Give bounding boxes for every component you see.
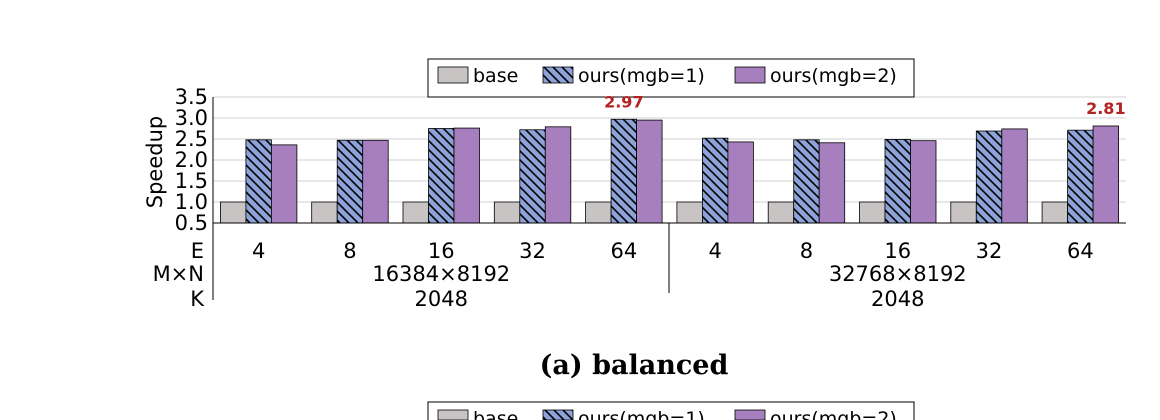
group-label-mn: 16384×8192 [372,262,510,286]
bar [793,139,820,224]
axes: Speedup [143,97,1126,300]
legend-swatch [437,409,469,420]
legend-box [427,58,915,98]
y-tick-labels: 0.51.01.52.02.53.03.5 [175,85,208,235]
bar [950,201,977,224]
bar [1041,201,1068,224]
legend-label: base [473,65,518,87]
x-tick-label: 4 [708,239,721,263]
x-tick-label: 64 [1067,239,1094,263]
bar [519,129,546,224]
bar [1092,125,1119,224]
bar [727,141,754,224]
bar [544,126,572,224]
bar [1067,129,1094,224]
bar [493,201,521,224]
group-label-k: 2048 [871,287,924,311]
x-tick-label: 32 [519,239,546,263]
caption: (a) balanced [540,350,729,381]
bar [270,144,298,224]
bar [1001,128,1028,224]
bar [402,201,429,224]
legend-label: base [473,408,518,420]
legend-swatch [734,66,766,84]
bar [884,139,911,224]
group-label-k: 2048 [415,287,468,311]
bar [859,201,886,224]
bar [453,127,480,224]
bar [702,137,729,224]
row-label: E [191,239,204,263]
x-tick-label: 16 [428,239,455,263]
bar [428,128,455,224]
y-tick-label: 2.0 [175,148,208,172]
bar [336,139,364,224]
bar [610,118,637,224]
legend-second-chart: base ours(mgb=1) ours(mgb=2) [427,401,915,420]
legend-label: ours(mgb=2) [770,65,897,87]
bar [676,201,703,224]
x-tick-label: 16 [884,239,911,263]
legend-swatch [437,66,469,84]
bar [767,201,795,224]
row-label: M×N [153,262,204,286]
x-tick-label: 32 [976,239,1003,263]
bar [362,139,389,224]
legend-swatch [542,66,574,84]
y-axis-label: Speedup [143,116,167,208]
bar [585,201,612,224]
data-label: 2.97 [604,92,643,111]
x-tick-label: 4 [252,239,265,263]
y-tick-label: 3.5 [175,85,208,109]
y-tick-label: 0.5 [175,211,208,235]
annotations: 2.97 2.81 [604,92,1125,118]
bar [311,201,338,224]
legend-swatch [734,409,766,420]
data-label: 2.81 [1086,99,1125,118]
legend-label: ours(mgb=1) [578,408,705,420]
legend: base ours(mgb=1) ours(mgb=2) [427,58,915,98]
x-tick-label: 8 [343,239,356,263]
group-label-mn: 32768×8192 [829,262,967,286]
legend-swatch [542,409,574,420]
bar [975,130,1003,224]
bar [636,119,663,224]
row-label: K [190,287,205,311]
x-tick-label: 8 [800,239,813,263]
bar [219,201,247,224]
bar [910,140,937,224]
bar [818,142,846,224]
bars [219,118,1119,224]
y-tick-label: 1.5 [175,169,208,193]
bar [245,139,272,224]
legend-label: ours(mgb=1) [578,65,705,87]
y-tick-label: 3.0 [175,106,208,130]
y-tick-label: 1.0 [175,190,208,214]
legend-label: ours(mgb=2) [770,408,897,420]
y-tick-label: 2.5 [175,127,208,151]
x-tick-label: 64 [610,239,637,263]
